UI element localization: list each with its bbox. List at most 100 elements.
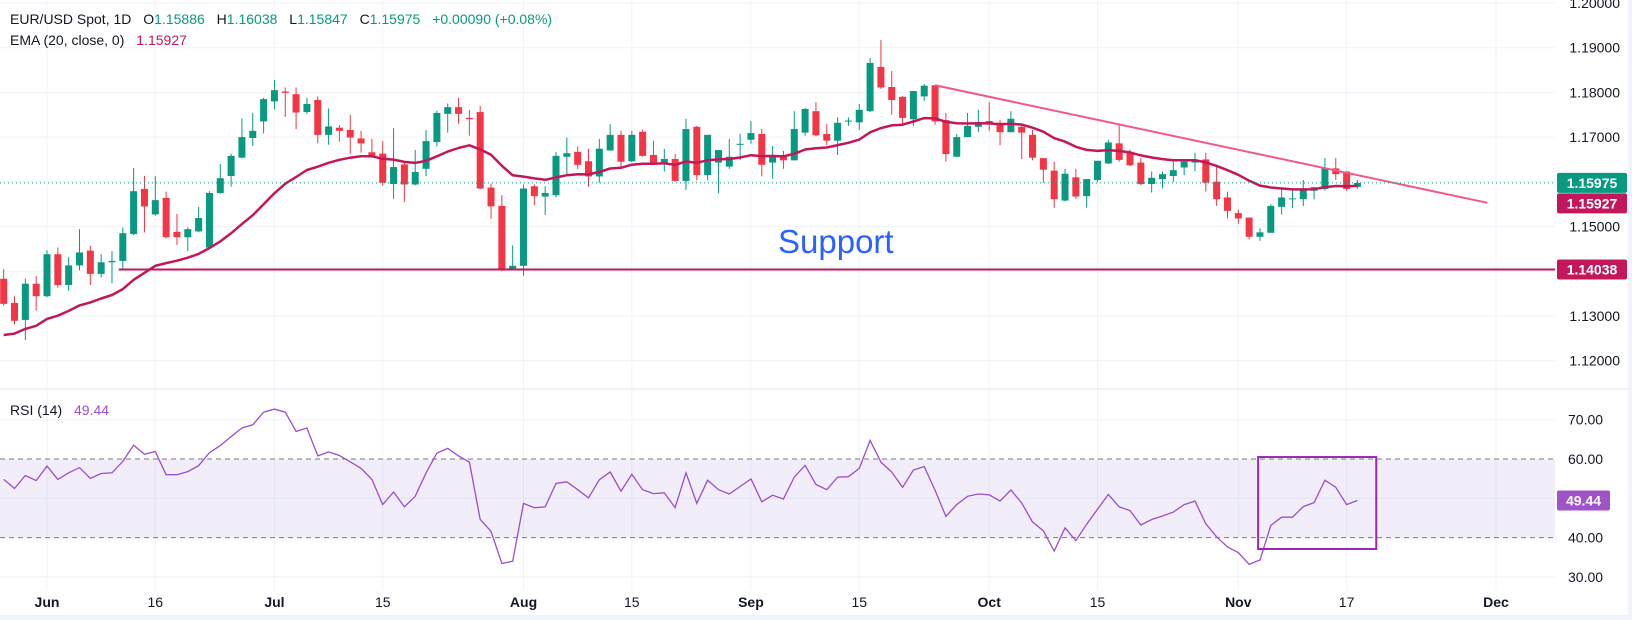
candle-body xyxy=(75,252,83,266)
time-axis-label: 15 xyxy=(375,594,391,610)
time-axis-label: Aug xyxy=(510,594,537,610)
candle-body xyxy=(823,133,831,141)
candle xyxy=(346,114,354,154)
candle-body xyxy=(140,188,148,207)
high-label: H xyxy=(216,11,227,27)
candle xyxy=(585,148,592,187)
candle xyxy=(270,79,278,110)
legend-main-series[interactable]: EUR/USD Spot, 1D O1.15886 H1.16038 L1.15… xyxy=(10,11,552,27)
candle xyxy=(509,245,517,271)
candle xyxy=(985,102,993,131)
open-value: 1.15886 xyxy=(154,11,205,27)
candle xyxy=(108,251,116,284)
low-value: 1.15847 xyxy=(297,11,348,27)
candle-body xyxy=(11,302,19,321)
candle xyxy=(1072,168,1080,199)
low-label: L xyxy=(289,11,298,27)
candle xyxy=(498,195,506,272)
price-axis-label: 1.17000 xyxy=(1569,129,1620,145)
candle xyxy=(119,227,127,271)
axes: Jun 16 Jul 15 Aug 15 Sep 15 Oct 15 Nov 17 Dec 1.20000… xyxy=(35,0,1627,610)
candle xyxy=(953,133,961,157)
candle xyxy=(260,97,268,134)
candle xyxy=(1245,217,1253,240)
ema-price-tag-text: 1.15927 xyxy=(1567,195,1618,211)
price-axis-label: 1.19000 xyxy=(1569,40,1620,56)
candle xyxy=(877,40,885,89)
candle xyxy=(714,150,722,194)
candle xyxy=(65,256,73,291)
candle xyxy=(1148,171,1156,193)
candle-body xyxy=(498,205,506,271)
candle xyxy=(97,254,105,278)
candle-body xyxy=(216,178,224,193)
candle xyxy=(1202,152,1210,192)
candle xyxy=(173,213,181,245)
rsi-axis-label: 40.00 xyxy=(1568,530,1603,546)
candle xyxy=(823,124,831,146)
ema-label: EMA (20, close, 0) xyxy=(10,32,125,48)
candle-body xyxy=(1180,161,1188,168)
candle xyxy=(725,138,733,169)
legend-rsi[interactable]: RSI (14) 49.44 xyxy=(10,402,109,418)
candle-body xyxy=(563,153,571,157)
candle xyxy=(227,153,235,187)
candle-body xyxy=(65,265,73,286)
candle-body xyxy=(801,108,809,133)
candle xyxy=(281,87,289,117)
candle-body xyxy=(1029,134,1037,158)
candle xyxy=(184,227,192,252)
legend-ema[interactable]: EMA (20, close, 0) 1.15927 xyxy=(10,32,187,48)
rsi-band-fill xyxy=(0,459,1555,538)
candle xyxy=(216,163,224,194)
candle-body xyxy=(671,159,679,181)
candle xyxy=(86,245,94,286)
candle-body xyxy=(1072,177,1080,197)
candle-body xyxy=(390,167,398,185)
candle xyxy=(834,117,842,155)
candle xyxy=(1083,179,1091,208)
candle-body xyxy=(249,130,257,138)
price-axis-label: 1.13000 xyxy=(1569,308,1620,324)
candle xyxy=(195,206,203,233)
candle-body xyxy=(86,250,94,274)
candle-body xyxy=(303,104,311,113)
candle xyxy=(455,97,463,124)
candle-body xyxy=(585,161,592,177)
candle xyxy=(1029,129,1037,161)
candle-body xyxy=(964,125,972,138)
candle-body xyxy=(97,262,105,274)
ema-line xyxy=(3,116,1358,337)
candle xyxy=(747,121,755,144)
candle-body xyxy=(1018,126,1026,133)
candle xyxy=(1299,180,1307,206)
candle-body xyxy=(920,85,928,97)
rsi-value-tag-bg xyxy=(1557,490,1610,511)
ema-price-tag: 1.15927 xyxy=(1557,193,1627,214)
candle xyxy=(769,146,777,179)
price-axis-label: 1.18000 xyxy=(1569,84,1620,100)
candle xyxy=(866,57,874,113)
last-price-tag-text: 1.15975 xyxy=(1567,175,1618,191)
candle-body xyxy=(1104,142,1112,164)
candle-body xyxy=(758,133,766,165)
candle xyxy=(617,130,625,167)
candle-body xyxy=(520,188,528,266)
candle-body xyxy=(195,218,203,232)
candle xyxy=(899,95,907,125)
candle-body xyxy=(1299,189,1307,200)
candle-body xyxy=(1223,197,1231,211)
high-value: 1.16038 xyxy=(226,11,278,27)
candle xyxy=(639,129,647,157)
candle-body xyxy=(1278,197,1286,207)
candle-body xyxy=(953,137,961,157)
candle xyxy=(1158,171,1166,189)
candle xyxy=(1137,158,1145,185)
candle-body xyxy=(1148,177,1156,185)
candle-body xyxy=(444,107,452,114)
candle-body xyxy=(682,129,690,181)
candle xyxy=(964,112,972,138)
rsi-line xyxy=(3,408,1358,566)
